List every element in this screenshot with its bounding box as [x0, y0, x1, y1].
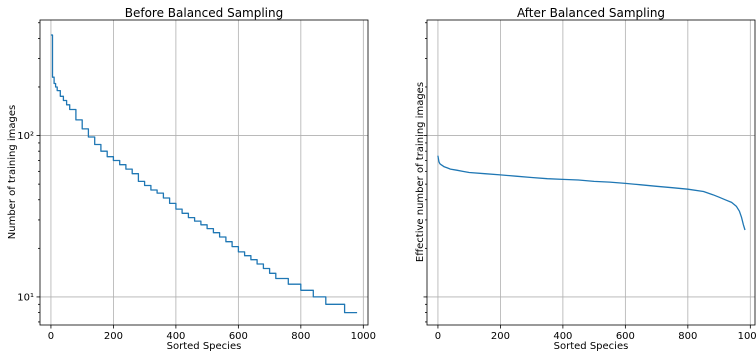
x-tick-label: 400 [166, 331, 185, 342]
x-tick-label: 0 [48, 331, 54, 342]
x-axis-label-after: Sorted Species [554, 341, 629, 351]
y-axis-label-before: Number of training images [7, 105, 18, 239]
plot-frame-after [426, 19, 756, 326]
x-tick-label: 200 [491, 331, 510, 342]
x-tick-label: 1000 [738, 331, 756, 342]
chart-panel-after: After Balanced Sampling 0 200 400 600 800 100… [415, 6, 756, 351]
x-tick-label: 800 [291, 331, 310, 342]
x-tick-label: 800 [678, 331, 697, 342]
x-tick-label: 1000 [351, 331, 376, 342]
y-tick-label: 10¹ [17, 292, 34, 303]
x-tick-label: 0 [435, 331, 441, 342]
chart-title-before: Before Balanced Sampling [125, 6, 284, 20]
series-line-before [50, 34, 358, 314]
series-line-after [437, 155, 746, 231]
grid-before [40, 20, 368, 325]
grid-after [427, 20, 755, 325]
chart-title-after: After Balanced Sampling [517, 6, 665, 20]
x-tick-label: 600 [229, 331, 248, 342]
x-tick-label: 600 [616, 331, 635, 342]
plot-frame-before [39, 19, 369, 326]
chart-panel-before: Before Balanced Sampling 0 200 400 600 800 10… [7, 6, 376, 351]
x-axis-label-before: Sorted Species [167, 341, 242, 351]
x-axis-ticks-before: 0 200 400 600 800 1000 [48, 325, 376, 342]
y-tick-label: 10² [17, 131, 34, 142]
x-tick-label: 400 [553, 331, 572, 342]
y-axis-ticks-after [423, 22, 427, 323]
y-axis-ticks-before: 10¹ 10² [17, 22, 40, 323]
x-axis-ticks-after: 0 200 400 600 800 1000 [435, 325, 756, 342]
x-tick-label: 200 [104, 331, 123, 342]
y-axis-label-after: Effective number of training images [415, 82, 426, 262]
